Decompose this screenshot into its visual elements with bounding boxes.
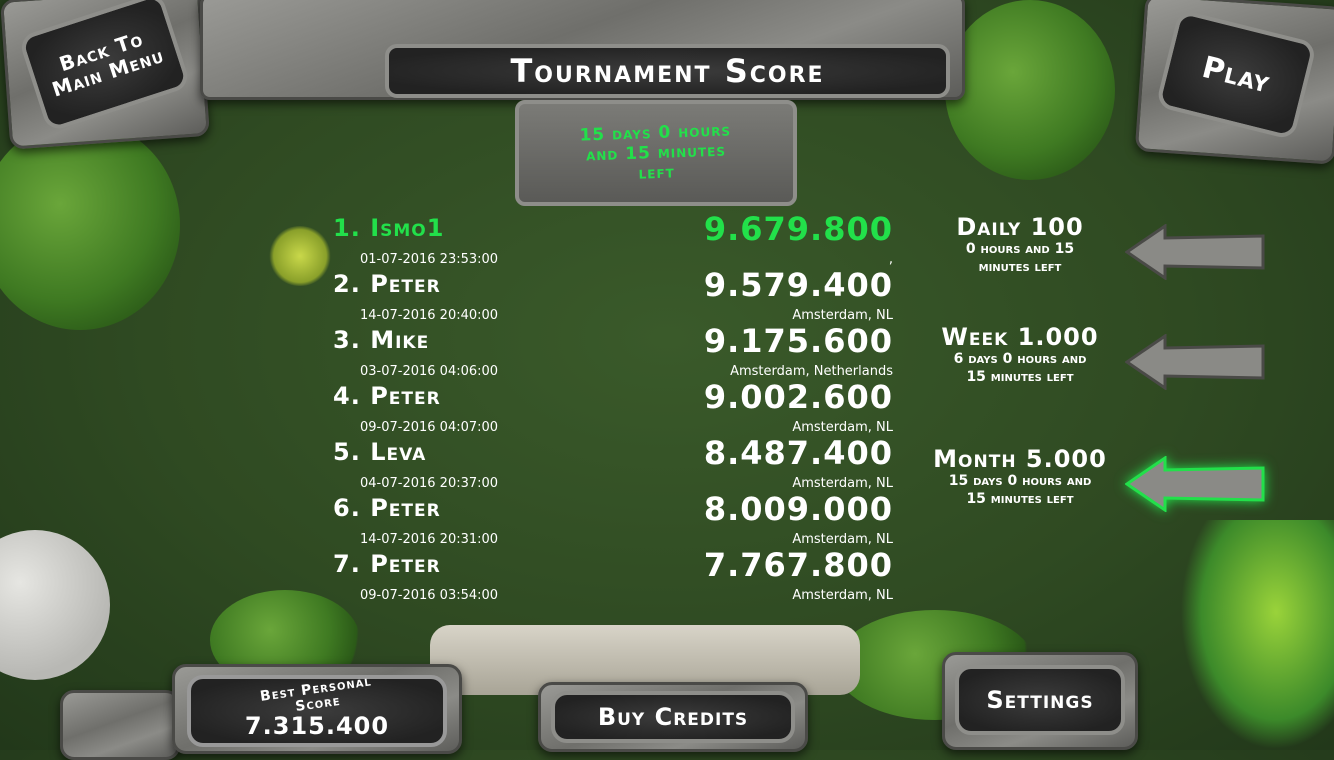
buy-credits-button[interactable]: Buy Credits <box>538 682 808 752</box>
player-location: Amsterdam, Netherlands <box>730 364 893 379</box>
player-score: 8.009.000 <box>703 490 893 528</box>
player-location: Amsterdam, NL <box>792 420 893 435</box>
rank: 6. <box>333 494 361 522</box>
rank: 2. <box>333 270 361 298</box>
player-score: 7.767.800 <box>703 546 893 584</box>
player-score: 9.175.600 <box>703 322 893 360</box>
player-score: 9.579.400 <box>703 266 893 304</box>
rank: 7. <box>333 550 361 578</box>
name: Peter <box>370 550 441 578</box>
footer-left-stone <box>60 690 180 760</box>
player-name: 2. Peter <box>333 270 441 298</box>
rank: 3. <box>333 326 361 354</box>
buy-credits-label: Buy Credits <box>597 703 749 731</box>
name: Peter <box>370 270 441 298</box>
name: Mike <box>370 326 430 354</box>
score-date: 01-07-2016 23:53:00 <box>360 252 499 267</box>
player-name: 5. Leva <box>333 438 426 466</box>
palm-decoration <box>1180 520 1334 750</box>
rank: 5. <box>333 438 361 466</box>
score-date: 04-07-2016 20:37:00 <box>360 476 499 491</box>
select-arrow-icon[interactable] <box>1124 223 1265 281</box>
score-date: 14-07-2016 20:40:00 <box>360 308 499 323</box>
player-name: 4. Peter <box>333 382 441 410</box>
prize-daily: Daily 100 0 hours and 15 minutes left <box>925 214 1115 276</box>
player-score: 8.487.400 <box>703 434 893 472</box>
settings-label: Settings <box>986 686 1094 714</box>
prize-week: Week 1.000 6 days 0 hours and 15 minutes … <box>925 324 1115 386</box>
page-title: Tournament Score <box>510 52 825 90</box>
best-score-value: 7.315.400 <box>244 712 390 740</box>
prize-time-left: 6 days 0 hours and 15 minutes left <box>953 351 1087 385</box>
name: Ismo1 <box>370 214 445 242</box>
select-arrow-icon[interactable] <box>1124 333 1265 391</box>
leaderboard-list[interactable]: 1. Ismo1 9.679.800 01-07-2016 23:53:00, 2. … <box>0 0 1334 618</box>
prize-title: Week 1.000 <box>941 323 1099 351</box>
name: Peter <box>370 494 441 522</box>
player-location: Amsterdam, NL <box>792 308 893 323</box>
player-name: 1. Ismo1 <box>333 214 444 242</box>
player-score: 9.002.600 <box>703 378 893 416</box>
tournament-timer: 15 days 0 hours and 15 minutes left <box>515 100 797 206</box>
prize-month: Month 5.000 15 days 0 hours and 15 minute… <box>925 446 1115 508</box>
best-score-panel: Best Personal Score 7.315.400 <box>172 664 462 754</box>
score-date: 09-07-2016 04:07:00 <box>360 420 499 435</box>
player-location: , <box>888 252 893 267</box>
name: Peter <box>370 382 441 410</box>
player-name: 3. Mike <box>333 326 429 354</box>
score-date: 09-07-2016 03:54:00 <box>360 588 499 603</box>
name: Leva <box>370 438 427 466</box>
player-name: 7. Peter <box>333 550 441 578</box>
rank: 4. <box>333 382 361 410</box>
fern-icon <box>268 226 332 286</box>
player-score: 9.679.800 <box>703 210 893 248</box>
player-name: 6. Peter <box>333 494 441 522</box>
bush-decoration <box>0 120 180 330</box>
select-arrow-icon[interactable] <box>1124 455 1265 513</box>
title-plate: Tournament Score <box>385 44 950 98</box>
score-date: 03-07-2016 04:06:00 <box>360 364 499 379</box>
settings-button[interactable]: Settings <box>942 652 1138 750</box>
player-location: Amsterdam, NL <box>792 588 893 603</box>
score-date: 14-07-2016 20:31:00 <box>360 532 499 547</box>
prize-time-left: 15 days 0 hours and 15 minutes left <box>948 473 1092 507</box>
player-location: Amsterdam, NL <box>792 532 893 547</box>
prize-title: Daily 100 <box>956 213 1084 241</box>
prize-title: Month 5.000 <box>933 445 1107 473</box>
bush-decoration <box>945 0 1115 180</box>
prize-time-left: 0 hours and 15 minutes left <box>965 241 1075 275</box>
player-location: Amsterdam, NL <box>792 476 893 491</box>
rank: 1. <box>333 214 361 242</box>
